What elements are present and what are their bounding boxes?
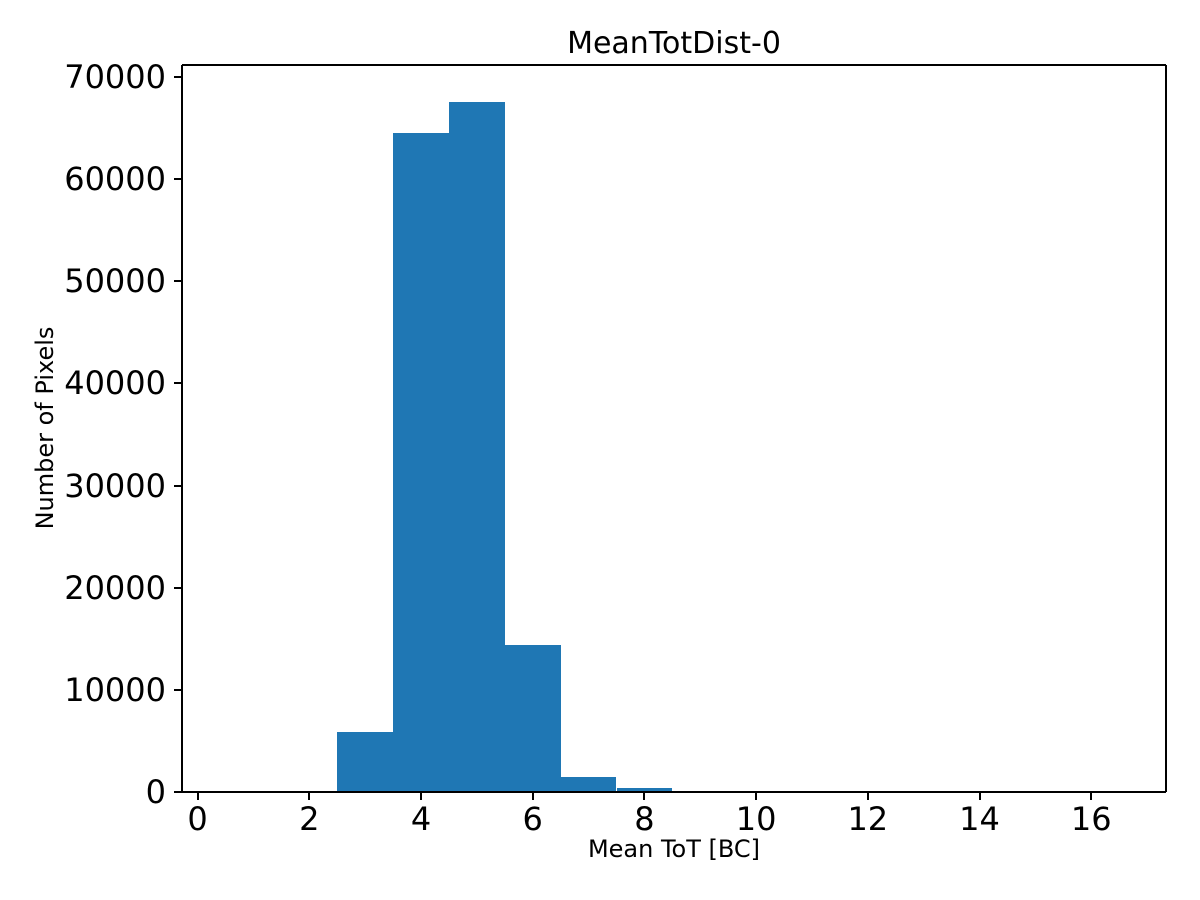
histogram-bar: [560, 776, 617, 792]
y-tick-label: 40000: [64, 364, 166, 403]
top-spine: [182, 64, 1166, 66]
y-tick-label: 60000: [64, 159, 166, 198]
x-tick-label: 16: [1070, 800, 1112, 838]
right-spine: [1165, 65, 1167, 792]
x-tick-label: 8: [634, 800, 655, 838]
y-tick-mark: [174, 586, 182, 589]
y-tick-label: 0: [145, 773, 166, 811]
histogram-bar: [393, 132, 449, 792]
y-tick-label: 20000: [64, 568, 166, 607]
histogram-bar: [448, 102, 505, 792]
x-tick-label: 0: [187, 800, 208, 838]
histogram-bar: [504, 644, 561, 792]
x-tick-mark: [643, 792, 646, 800]
x-tick-mark: [531, 792, 534, 800]
histogram-bar: [616, 787, 673, 792]
y-tick-mark: [174, 791, 182, 793]
plot-area: [181, 64, 1167, 793]
x-axis-label: Mean ToT [BC]: [587, 835, 761, 863]
y-tick-mark: [174, 484, 182, 487]
y-tick-mark: [174, 75, 182, 78]
x-axis-spine: [182, 791, 1166, 793]
x-tick-mark: [196, 792, 199, 800]
x-tick-mark: [1090, 792, 1093, 800]
x-tick-mark: [420, 792, 422, 800]
x-tick-label: 4: [410, 800, 432, 838]
x-tick-label: 10: [735, 800, 777, 838]
x-tick-mark: [308, 792, 311, 800]
x-tick-label: 12: [847, 800, 889, 838]
histogram-bar: [337, 731, 394, 792]
x-tick-mark: [978, 792, 981, 800]
y-tick-label: 50000: [64, 262, 166, 301]
x-tick-mark: [755, 792, 758, 800]
y-tick-label: 30000: [64, 466, 166, 505]
y-tick-label: 10000: [64, 670, 166, 709]
y-tick-mark: [174, 280, 182, 283]
y-axis-spine: [181, 65, 183, 792]
y-tick-label: 70000: [64, 57, 166, 96]
x-tick-label: 14: [959, 800, 1000, 838]
y-tick-mark: [174, 688, 182, 691]
x-tick-mark: [866, 792, 869, 800]
x-tick-label: 2: [299, 800, 320, 838]
x-tick-label: 6: [522, 800, 543, 838]
y-tick-mark: [174, 382, 182, 385]
y-tick-mark: [174, 177, 182, 180]
chart-title: MeanTotDist-0: [567, 26, 781, 61]
